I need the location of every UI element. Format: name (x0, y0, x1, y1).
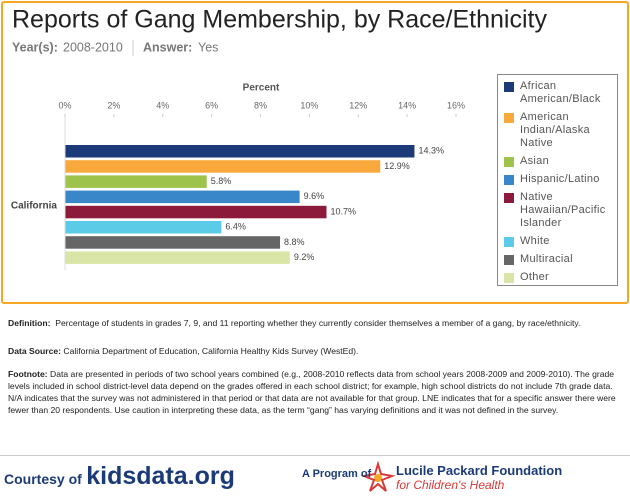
subtitle-label: Year(s): (12, 40, 58, 54)
chart-frame (1, 1, 629, 304)
legend-label: Other (520, 271, 550, 283)
legend-swatch (504, 193, 514, 203)
chart-title: Reports of Gang Membership, by Race/Ethn… (12, 6, 547, 34)
x-tick-label: 14% (398, 100, 416, 110)
bar (65, 251, 290, 264)
legend: African American/Black American Indian/Al… (497, 74, 618, 286)
legend-label: Asian (520, 155, 550, 167)
x-tick-label: 10% (300, 100, 318, 110)
legend-label: White (520, 235, 550, 247)
value-label: 6.4% (225, 222, 246, 232)
legend-label: African American/Black (520, 80, 601, 105)
bar (65, 160, 381, 173)
program-text: A Program of (302, 468, 372, 480)
legend-swatch (504, 175, 514, 185)
x-tick-label: 6% (205, 100, 218, 110)
legend-item: Hispanic/Latino (504, 173, 617, 186)
legend-label: American Indian/Alaska Native (520, 111, 590, 149)
value-label: 10.7% (330, 206, 356, 216)
note-text: Data are presented in periods of two sch… (8, 369, 616, 415)
x-tick-label: 8% (254, 100, 267, 110)
legend-item: Other (504, 271, 617, 284)
bar (65, 236, 281, 249)
x-tick-label: 16% (447, 100, 465, 110)
legend-swatch (504, 273, 514, 283)
y-tick-label: California (11, 200, 58, 211)
value-label: 5.8% (211, 176, 232, 186)
note-label: Footnote: (8, 369, 48, 379)
note-label: Definition: (8, 318, 51, 328)
legend-swatch (504, 255, 514, 265)
legend-item: Asian (504, 155, 617, 168)
value-label: 8.8% (284, 237, 305, 247)
x-tick-label: 2% (107, 100, 120, 110)
legend-item: African American/Black (504, 80, 617, 106)
x-tick-label: 12% (349, 100, 367, 110)
footnote: Footnote: Data are presented in periods … (8, 368, 620, 416)
legend-swatch (504, 237, 514, 247)
legend-item: Multiracial (504, 253, 617, 266)
site-logo: kidsdata.org (86, 462, 235, 490)
definition: Definition: Percentage of students in gr… (8, 317, 620, 329)
bar (65, 190, 300, 204)
x-axis-label: Percent (243, 83, 280, 94)
legend-swatch (504, 113, 514, 123)
courtesy-text: Courtesy of (4, 471, 82, 487)
footer-logo-icon (360, 460, 396, 492)
value-label: 9.2% (294, 252, 315, 262)
subtitle-value: 2008-2010 (63, 40, 123, 54)
legend-label: Multiracial (520, 253, 573, 265)
value-label: 9.6% (304, 191, 325, 201)
bar (65, 145, 415, 158)
value-label: 14.3% (418, 146, 444, 156)
divider (0, 455, 630, 456)
value-label: 12.9% (384, 161, 410, 171)
org-name: Lucile Packard Foundation (396, 463, 563, 478)
legend-swatch (504, 157, 514, 167)
legend-item: White (504, 235, 617, 248)
note-text: California Department of Education, Cali… (63, 346, 359, 356)
legend-item: American Indian/Alaska Native (504, 111, 617, 150)
legend-label: Hispanic/Latino (520, 173, 600, 185)
subtitle-label: Answer: (143, 40, 192, 54)
org-sub: for Children's Health (396, 478, 505, 492)
data-source: Data Source: California Department of Ed… (8, 345, 620, 357)
note-text: Percentage of students in grades 7, 9, a… (55, 318, 581, 328)
bar (65, 175, 207, 188)
legend-swatch (504, 82, 514, 92)
bar (65, 205, 327, 219)
x-tick-label: 4% (156, 100, 169, 110)
note-label: Data Source: (8, 346, 62, 356)
legend-item: Native Hawaiian/Pacific Islander (504, 191, 617, 230)
bar (65, 221, 222, 234)
subtitle-value: Yes (198, 40, 218, 54)
x-tick-label: 0% (58, 100, 71, 110)
legend-label: Native Hawaiian/Pacific Islander (520, 191, 606, 229)
courtesy: Courtesy of kidsdata.org (4, 462, 235, 491)
